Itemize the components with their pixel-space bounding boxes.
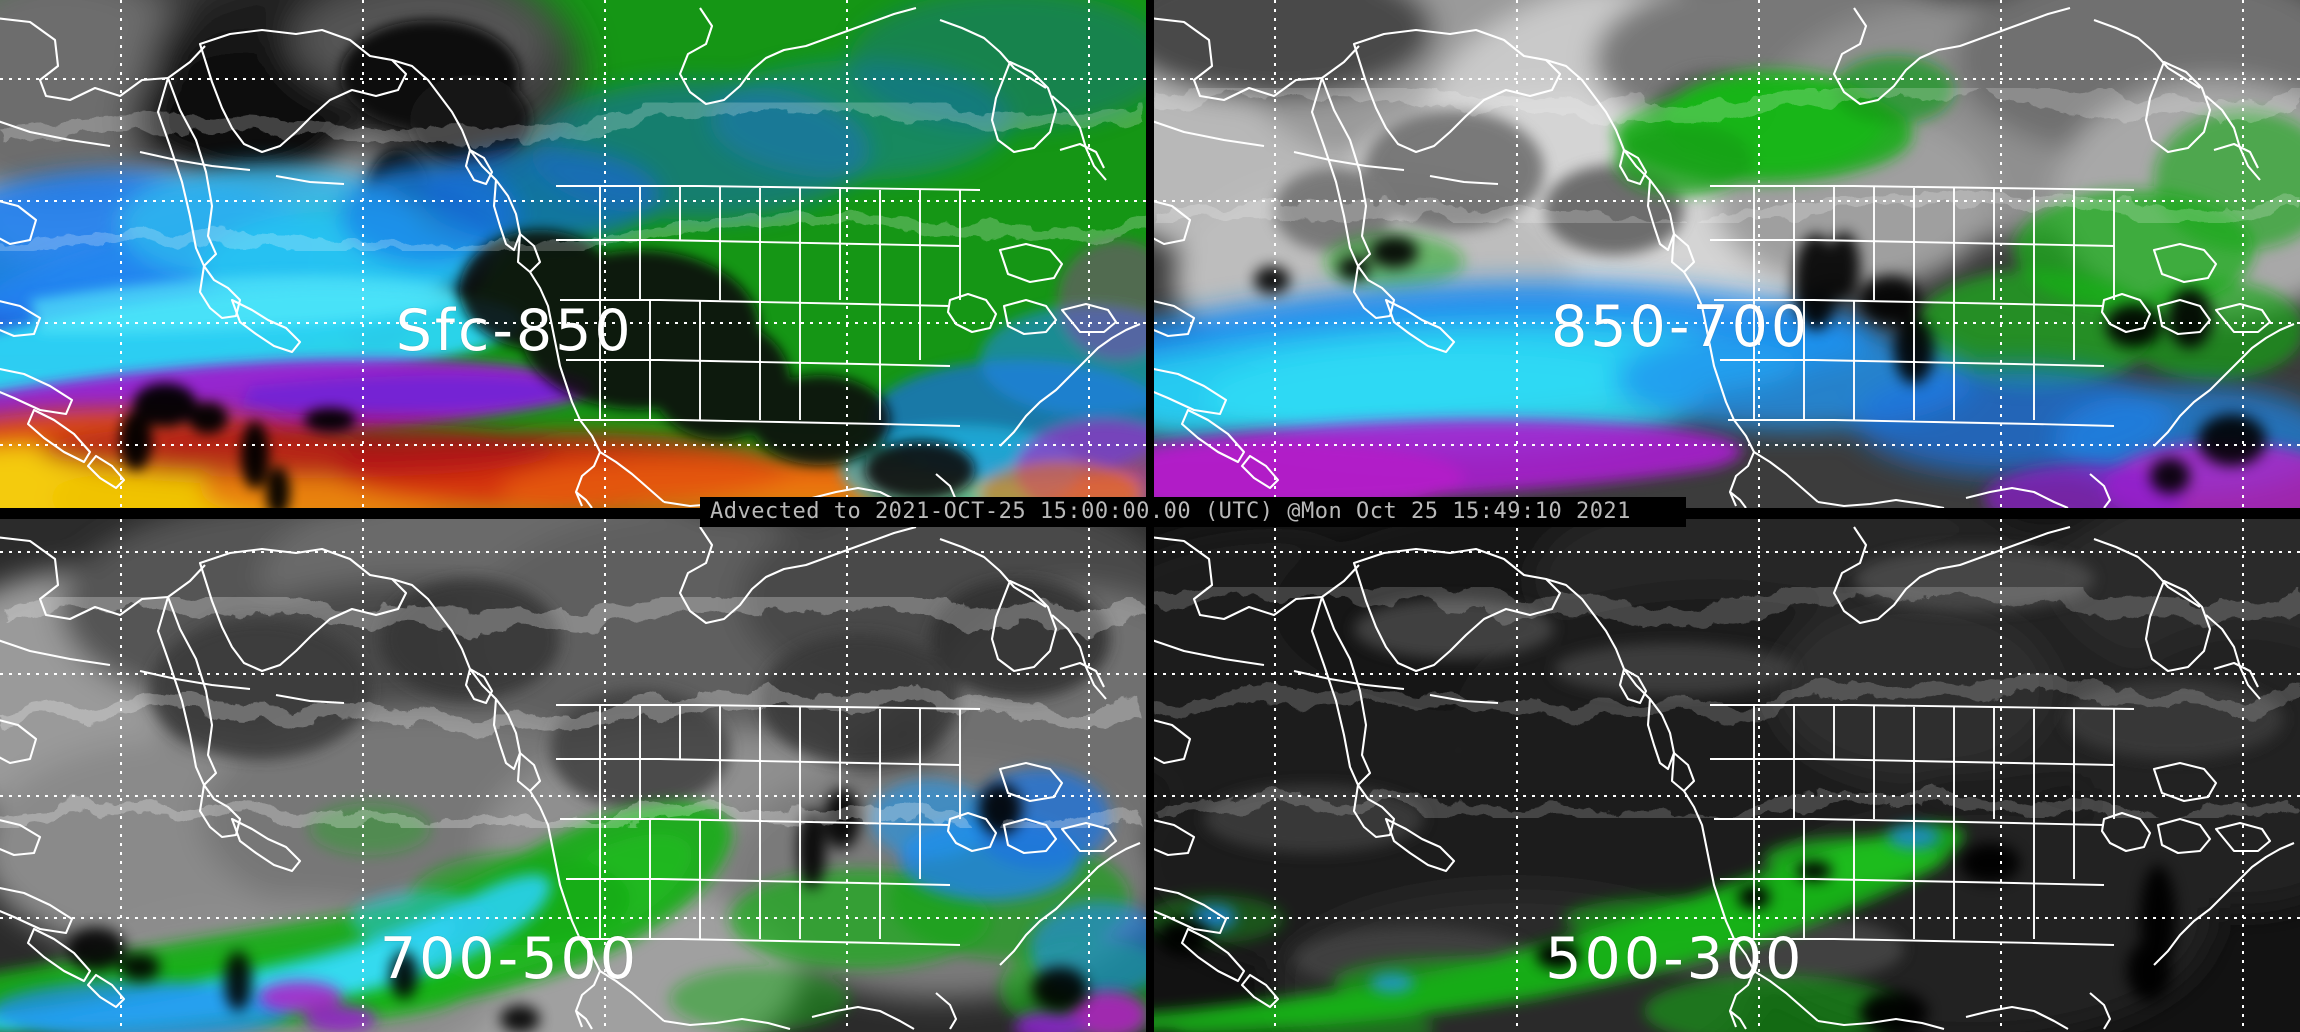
panel-sfc-850[interactable]: Sfc-850 bbox=[0, 0, 1146, 508]
panel-700-500-imagery bbox=[0, 519, 1146, 1032]
panel-500-300[interactable]: 500-300 bbox=[1154, 519, 2300, 1032]
timestamp-text: Advected to 2021-OCT-25 15:00:00.00 (UTC… bbox=[710, 499, 1631, 524]
coastline-overlay bbox=[0, 525, 1141, 1031]
timestamp-bar: Advected to 2021-OCT-25 15:00:00.00 (UTC… bbox=[700, 497, 1686, 527]
panel-700-500[interactable]: 700-500 bbox=[0, 519, 1146, 1032]
panel-sfc-850-imagery bbox=[0, 0, 1146, 508]
state-border-overlay bbox=[556, 704, 981, 946]
panel-500-300-imagery bbox=[1154, 519, 2300, 1032]
field-850-700 bbox=[1154, 0, 2300, 508]
panel-850-700-imagery bbox=[1154, 0, 2300, 508]
state-border-overlay bbox=[556, 185, 981, 427]
state-border-overlay bbox=[1710, 704, 2135, 946]
state-border-overlay bbox=[1710, 185, 2135, 427]
sfc-850-field bbox=[0, 0, 1146, 508]
field-500-300 bbox=[1154, 519, 2300, 1032]
panel-850-700[interactable]: 850-700 bbox=[1154, 0, 2300, 508]
field-700-500 bbox=[0, 519, 1146, 1032]
